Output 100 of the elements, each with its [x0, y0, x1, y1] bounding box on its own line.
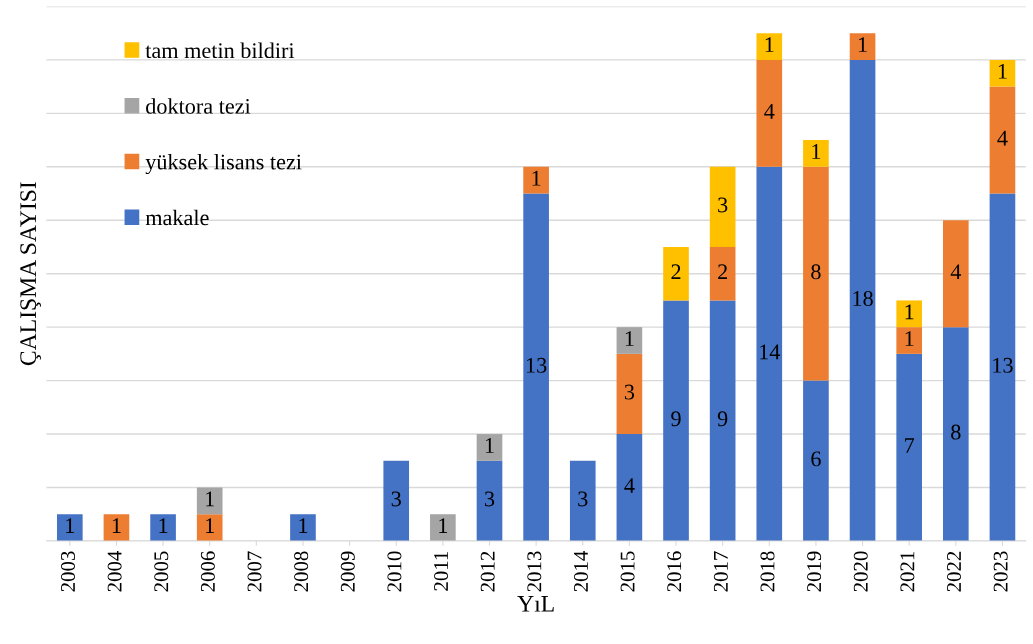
legend-label: doktora tezi — [146, 98, 251, 114]
x-tick-label: 2006 — [200, 551, 215, 592]
x-tick-label: 2005 — [154, 551, 169, 592]
data-label: 1 — [998, 63, 1007, 79]
bar — [616, 353, 643, 435]
data-label: 3 — [624, 384, 635, 400]
bar — [943, 327, 969, 541]
x-tick-label: 2019 — [807, 551, 822, 592]
bar — [709, 300, 736, 541]
data-label: 13 — [526, 357, 547, 373]
bar — [989, 86, 1016, 194]
bar — [709, 166, 736, 247]
data-label: 1 — [485, 438, 494, 453]
bar — [523, 193, 549, 541]
x-tick-label: 2009 — [340, 551, 355, 592]
bar — [989, 59, 1016, 87]
bar — [756, 33, 783, 60]
data-label: 3 — [391, 491, 401, 507]
data-label: 1 — [905, 331, 914, 346]
data-label: 14 — [760, 344, 781, 360]
bar — [196, 487, 223, 515]
x-tick-label: 2012 — [480, 551, 495, 592]
data-label: 1 — [532, 170, 541, 186]
bar — [709, 246, 736, 301]
data-label: 1 — [812, 144, 821, 159]
x-tick-label: 2011 — [434, 551, 449, 591]
data-label: 1 — [159, 518, 168, 533]
data-label: 8 — [811, 264, 821, 280]
bar — [383, 460, 410, 541]
x-tick-label: 2015 — [620, 551, 635, 592]
data-label: 1 — [112, 518, 121, 533]
bar — [803, 166, 829, 381]
x-tick-label: 2007 — [247, 551, 262, 592]
data-label: 1 — [625, 331, 634, 346]
data-label: 1 — [66, 518, 75, 533]
bar — [943, 220, 969, 328]
x-tick-label: 2013 — [527, 551, 542, 592]
data-label: 4 — [764, 104, 775, 119]
data-label: 9 — [717, 411, 728, 427]
data-label: 4 — [950, 264, 962, 280]
bar — [523, 166, 549, 194]
x-tick-label: 2021 — [900, 551, 915, 592]
data-label: 1 — [206, 491, 214, 507]
x-tick-label: 2010 — [387, 551, 402, 592]
bar — [803, 380, 829, 541]
bar — [849, 59, 876, 541]
data-label: 18 — [853, 290, 873, 306]
x-tick-label: 2017 — [713, 551, 728, 592]
bar — [476, 434, 503, 461]
x-tick-label: 2014 — [573, 551, 588, 592]
data-label: 6 — [811, 451, 821, 467]
data-label: 4 — [997, 130, 1008, 146]
y-axis-title: ÇALIŞMA SAYISI — [20, 182, 41, 366]
x-tick-label: 2020 — [853, 551, 868, 592]
bar — [989, 193, 1016, 541]
bar — [476, 460, 503, 541]
bar — [896, 353, 923, 541]
data-label: 4 — [624, 478, 635, 493]
x-tick-label: 2004 — [107, 551, 122, 592]
data-label: 1 — [206, 518, 214, 533]
bar — [756, 166, 783, 541]
x-tick-label: 2008 — [294, 551, 309, 592]
legend-label: tam metin bildiri — [145, 42, 295, 59]
x-tick-label: 2022 — [946, 551, 962, 592]
bar — [196, 514, 223, 541]
legend-label: makale — [145, 209, 209, 226]
data-label: 3 — [485, 491, 495, 507]
x-tick-label: 2003 — [60, 551, 76, 592]
bar — [896, 300, 923, 328]
bar — [663, 300, 689, 541]
x-tick-label: 2023 — [993, 551, 1008, 592]
data-label: 2 — [671, 264, 681, 280]
data-label: 13 — [993, 357, 1013, 373]
bar — [56, 514, 83, 541]
data-label: 1 — [765, 37, 774, 52]
bar — [290, 514, 316, 541]
data-label: 8 — [951, 424, 961, 440]
bar — [616, 434, 643, 541]
data-label: 9 — [671, 411, 681, 427]
x-axis-title: YıL — [517, 596, 554, 612]
data-label: 1 — [299, 518, 308, 533]
bar — [849, 33, 876, 60]
bar — [663, 246, 689, 301]
data-label: 3 — [718, 197, 728, 213]
bar — [896, 327, 923, 354]
data-label: 3 — [578, 491, 588, 507]
bar — [756, 59, 783, 167]
x-tick-label: 2016 — [667, 551, 682, 592]
data-label: 1 — [858, 37, 867, 52]
data-label: 1 — [905, 304, 914, 320]
x-tick-label: 2018 — [760, 551, 775, 592]
bar — [803, 140, 829, 167]
bar — [616, 327, 643, 354]
data-label: 1 — [439, 518, 448, 533]
bar — [150, 514, 176, 541]
legend-label: yüksek lisans tezi — [145, 153, 302, 175]
bar — [430, 514, 456, 541]
data-label: 7 — [905, 438, 915, 453]
bar — [569, 460, 596, 541]
data-label: 2 — [718, 264, 727, 280]
